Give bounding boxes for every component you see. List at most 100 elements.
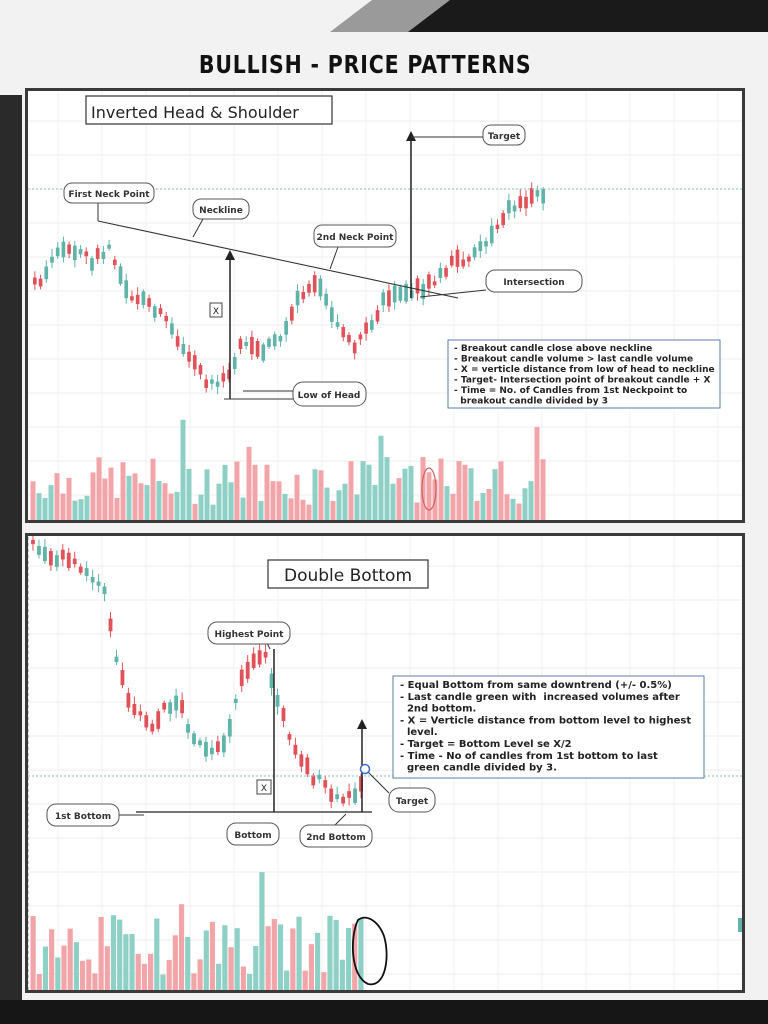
candles [31,536,363,809]
volume-bar [156,481,162,520]
candle-body [141,291,146,305]
volume-bar [210,504,216,520]
candle-body [156,711,161,729]
grid [28,91,742,520]
volume-bar [302,970,308,990]
candle-body [67,244,71,254]
note-line: - X = verticle distance from low of head… [454,365,715,375]
candle-body [198,364,203,375]
second-neck-label: 2nd Neck Point [317,233,395,243]
candle-body [66,552,71,568]
volume-bar [462,464,468,520]
candle-body [495,224,500,230]
volume-bar [216,483,222,520]
volume-bar [296,916,302,990]
volume-bar [444,486,450,520]
candle-body [295,290,300,306]
volume-bar [123,934,129,990]
inverted-head-shoulder-panel: Inverted Head & Shoulder First Neck Poin… [25,88,745,523]
candle-body [158,308,163,315]
volume-bar [294,474,300,520]
volume-bar [30,481,36,520]
volume-bar [336,490,342,520]
volume-bar [271,918,277,990]
highest-point-label: Highest Point [215,630,285,640]
candle-body [175,336,180,347]
x-marker-box [256,779,272,795]
candle-body [467,256,471,262]
candle-body [369,320,374,330]
candle-body [330,307,334,322]
volume-bar [185,936,191,990]
intersection-callout [485,269,583,293]
candle-body [335,322,340,327]
volume-bar [180,419,186,520]
candle-body [251,653,256,668]
volume-bar [222,925,228,990]
candle-body [489,225,494,244]
volume-bar [259,872,265,990]
first-bottom-callout [46,803,120,827]
second-bottom-pointer [333,813,347,827]
chart-title-box [267,559,429,589]
candle-body [38,278,43,287]
volume-highlight-circle [352,916,388,985]
candle-body [95,248,100,259]
volume-bar [258,501,264,520]
candle-body [392,285,397,303]
volume-bar [216,963,222,990]
candle-body [398,286,403,301]
note-line: 2nd bottom. [400,704,476,715]
volume-bar [540,459,546,520]
candle-body [239,669,244,687]
volume-bar [191,973,197,990]
volume-bar [234,928,240,990]
candle-body [287,734,292,740]
volume-bar [282,493,288,520]
page-title: BULLISH - PRICE PATTERNS [198,50,532,79]
candle-body [187,351,191,362]
candle-body [512,205,517,212]
candle-body [238,338,243,349]
candle-body [147,298,151,307]
rules-note-box [392,675,705,779]
volume-bar [197,959,203,990]
candle-body [269,673,274,689]
volume-bar [456,461,462,520]
top-right-dark-stripe [400,0,768,32]
rules-note: - Equal Bottom from same downtrend (+/- … [400,680,691,774]
volume-bar [339,959,345,990]
candle-body [84,568,89,576]
candle-body [257,650,262,665]
volume-bar [420,457,426,520]
note-line: - Breakout candle close above neckline [454,344,652,354]
neckline-callout [192,198,250,220]
volume-bar [308,944,315,990]
volume-bar [474,500,480,520]
volume-bar [72,500,78,520]
candle-body [186,724,190,733]
candle-body [529,188,534,204]
volume-bar [228,947,234,990]
candle-body [375,310,380,322]
volume-bar [104,946,110,990]
candle-body [101,251,106,259]
candle-body [311,775,316,786]
candle-body [275,695,280,707]
candle-body [438,267,443,278]
volume-bar [186,468,192,520]
candle-body [114,656,119,663]
x-marker-box [209,302,223,318]
volume-bar [276,481,282,520]
candle-body [174,695,179,711]
candle-body [210,747,214,755]
candle-body [432,281,437,286]
candle-body [78,249,83,255]
candle-body [524,196,528,209]
candle-body [164,315,169,322]
candle-body [168,702,173,714]
volume-bar [154,918,160,990]
volume-bar [414,502,420,520]
candle-body [267,338,271,347]
volume-bar [36,974,42,990]
